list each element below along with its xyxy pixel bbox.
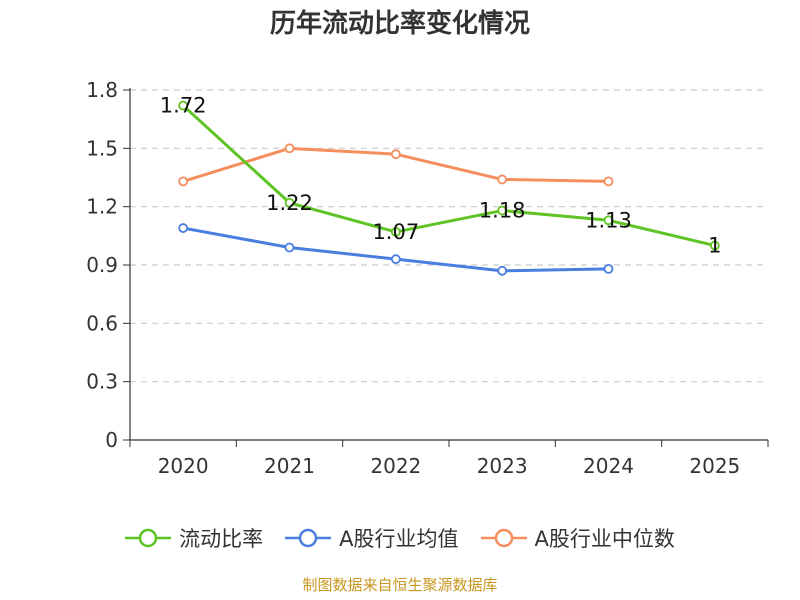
data-point <box>497 265 508 276</box>
data-point <box>390 149 401 160</box>
source-note: 制图数据来自恒生聚源数据库 <box>302 576 498 594</box>
legend-item[interactable]: A股行业中位数 <box>480 523 675 553</box>
data-label: 1.22 <box>266 191 313 215</box>
data-label: 1.72 <box>160 94 207 118</box>
x-tick-label: 2021 <box>264 454 315 478</box>
data-label: 1.18 <box>479 199 526 223</box>
series-line <box>182 104 716 248</box>
axes: 0 0.3 0.6 0.9 1.2 1.5 1.8 2020 2021 2022 2023 2024 2… <box>86 78 769 478</box>
y-tick-label: 1.2 <box>86 195 118 219</box>
chart-title: 历年流动比率变化情况 <box>269 9 530 39</box>
data-point <box>497 174 508 185</box>
x-tick-label: 2022 <box>370 454 421 478</box>
data-point <box>603 215 614 226</box>
data-point <box>497 205 508 216</box>
data-point <box>284 143 295 154</box>
data-label: 1.07 <box>372 220 419 244</box>
x-tick-label: 2024 <box>583 454 634 478</box>
data-point <box>390 227 401 237</box>
data-point <box>284 242 295 253</box>
y-tick-label: 1.5 <box>86 136 118 160</box>
data-label: 1.13 <box>585 208 632 232</box>
data-label: 1 <box>708 234 721 258</box>
legend-line-icon <box>480 528 527 548</box>
legend-line-icon <box>125 528 172 548</box>
legend-label: 流动比率 <box>179 527 264 551</box>
legend-label: A股行业均值 <box>339 527 459 551</box>
legend-item[interactable]: 流动比率 <box>125 523 263 553</box>
legend-label: A股行业中位数 <box>534 527 675 551</box>
y-tick-label: 0.9 <box>86 253 118 277</box>
x-tick-label: 2025 <box>689 454 740 478</box>
legend-line-icon <box>285 528 332 548</box>
y-tick-label: 0 <box>105 428 118 452</box>
data-point <box>178 100 189 111</box>
x-tick-label: 2023 <box>477 454 528 478</box>
legend-item[interactable]: A股行业均值 <box>285 523 459 553</box>
y-tick-label: 1.8 <box>86 78 118 102</box>
x-tick-label: 2020 <box>158 454 209 478</box>
data-point <box>178 223 189 233</box>
data-point <box>603 176 614 187</box>
data-point <box>178 176 189 187</box>
data-labels: 1.72 1.22 1.07 1.18 1.13 1 <box>160 94 722 258</box>
series-lines <box>178 100 720 276</box>
data-point <box>709 240 720 251</box>
data-point <box>284 197 295 208</box>
data-point <box>390 254 401 265</box>
y-tick-label: 0.6 <box>86 311 118 335</box>
data-point <box>603 263 614 274</box>
y-tick-label: 0.3 <box>86 370 118 394</box>
legend: 流动比率 A股行业均值 A股行业中位数 <box>0 518 800 558</box>
